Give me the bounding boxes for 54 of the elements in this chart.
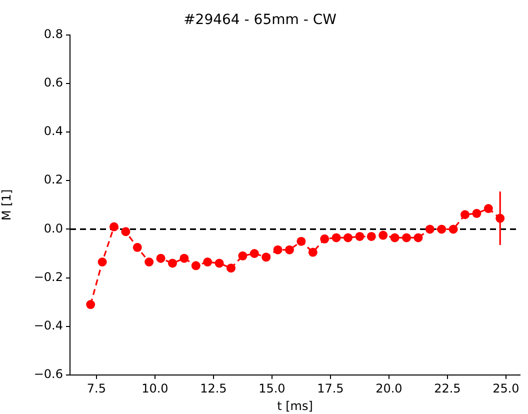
x-tick-label: 12.5 bbox=[200, 381, 227, 396]
point bbox=[203, 258, 212, 267]
y-tick-label: 0.0 bbox=[44, 221, 63, 236]
point bbox=[273, 245, 282, 254]
point bbox=[437, 224, 446, 234]
point bbox=[308, 248, 318, 257]
point bbox=[180, 254, 189, 263]
point bbox=[168, 258, 177, 268]
point bbox=[214, 258, 224, 268]
y-tick-label: 0.6 bbox=[44, 76, 63, 90]
point bbox=[484, 204, 493, 214]
point bbox=[414, 233, 423, 242]
point bbox=[86, 300, 96, 310]
y-tick-label: 0.2 bbox=[44, 172, 63, 187]
point bbox=[156, 254, 166, 263]
point bbox=[191, 261, 200, 270]
point bbox=[448, 224, 458, 234]
point bbox=[132, 242, 142, 252]
point bbox=[378, 230, 388, 240]
x-tick-label: 7.5 bbox=[86, 381, 106, 396]
y-tick-label: −0.2 bbox=[34, 270, 63, 284]
point bbox=[402, 233, 412, 242]
y-tick-label: −0.4 bbox=[34, 318, 63, 333]
x-tick-label: 20.0 bbox=[376, 381, 402, 396]
point bbox=[98, 258, 107, 267]
point bbox=[332, 233, 341, 242]
point bbox=[238, 251, 248, 260]
point bbox=[226, 264, 236, 273]
point bbox=[472, 208, 482, 218]
point bbox=[344, 233, 353, 242]
x-axis-title: t [ms] bbox=[277, 398, 313, 413]
point bbox=[250, 249, 259, 258]
point bbox=[390, 233, 400, 242]
x-tick-label: 17.5 bbox=[317, 381, 344, 396]
point bbox=[320, 234, 330, 244]
point bbox=[144, 258, 154, 267]
y-tick-label: −0.6 bbox=[34, 367, 63, 382]
y-tick-label: 0.8 bbox=[44, 26, 63, 41]
point bbox=[109, 222, 118, 232]
point bbox=[425, 224, 434, 234]
point bbox=[262, 252, 271, 262]
x-tick-label: 10.0 bbox=[142, 381, 168, 396]
y-axis-title: M [1] bbox=[0, 189, 14, 220]
point bbox=[366, 232, 376, 241]
point bbox=[355, 232, 364, 241]
point bbox=[296, 236, 306, 246]
point bbox=[460, 210, 470, 220]
point bbox=[121, 227, 130, 236]
point bbox=[285, 245, 294, 254]
chart-title: #29464 - 65mm - CW bbox=[184, 12, 337, 28]
y-tick-label: 0.4 bbox=[44, 124, 63, 138]
x-tick-label: 15.0 bbox=[258, 381, 286, 396]
x-tick-label: 25.0 bbox=[492, 381, 520, 396]
x-tick-label: 22.5 bbox=[434, 381, 461, 396]
